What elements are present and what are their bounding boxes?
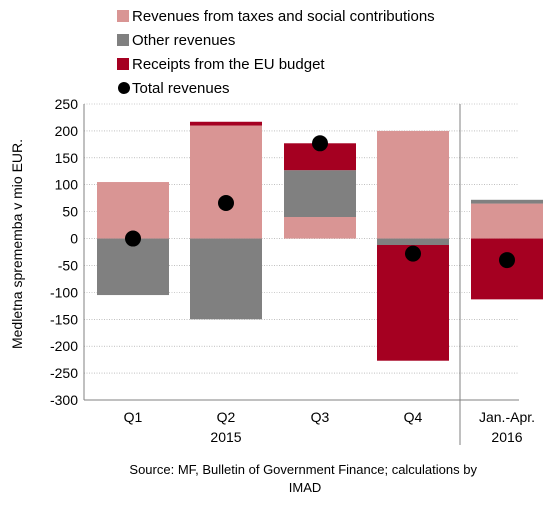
total-revenues-marker [125,230,141,247]
bar-revenues-from-taxes-and-social-contributions [190,125,262,239]
y-tick-label: 150 [55,150,79,166]
y-tick-label: -150 [50,311,78,327]
legend: Revenues from taxes and social contribut… [117,8,435,97]
legend-label: Revenues from taxes and social contribut… [132,8,435,25]
bar-receipts-from-the-eu-budget [377,245,449,361]
y-tick-label: 50 [62,204,78,220]
x-tick-label: Q1 [124,409,143,425]
y-axis-label: Medletna sprememba v mio EUR. [9,139,25,349]
legend-swatch-receipts-from-the-eu-budget [117,58,129,70]
y-tick-label: -200 [50,338,78,354]
legend-label: Receipts from the EU budget [132,56,325,73]
bar-revenues-from-taxes-and-social-contributions [471,203,543,239]
bar-other-revenues [284,170,356,218]
bar-revenues-from-taxes-and-social-contributions [377,130,449,239]
source-note-line-2: IMAD [289,480,322,495]
legend-swatch-total-revenues [118,82,130,94]
axes: -300 -250 -200 -150 -100 -50 0 50 100 150 200 250 Q1… [50,96,535,445]
x-tick-label: Q4 [404,409,423,425]
y-tick-label: -100 [50,284,78,300]
x-tick-label: Q3 [311,409,330,425]
x-tick-label: Jan.-Apr. [479,409,535,425]
y-tick-label: 0 [70,231,78,247]
legend-label: Other revenues [132,32,235,49]
bar-other-revenues [377,238,449,246]
bar-other-revenues [190,238,262,320]
legend-swatch-revenues-from-taxes-and-social-contributions [117,10,129,22]
x-group-label: 2016 [491,429,522,445]
x-group-label: 2015 [210,429,241,445]
y-tick-label: 100 [55,177,79,193]
bar-revenues-from-taxes-and-social-contributions [97,182,169,239]
bars [97,121,543,361]
total-revenues-marker [499,252,515,269]
total-revenues-marker [218,195,234,212]
source-note-line-1: Source: MF, Bulletin of Government Finan… [129,462,477,477]
y-tick-label: 200 [55,123,79,139]
x-tick-label: Q2 [217,409,236,425]
y-tick-label: -300 [50,392,78,408]
y-tick-label: -250 [50,365,78,381]
source-note: Source: MF, Bulletin of Government Finan… [129,462,480,495]
y-tick-label: -50 [58,257,78,273]
legend-swatch-other-revenues [117,34,129,46]
total-revenues-marker [312,135,328,152]
total-revenues-marker [405,245,421,262]
y-tick-label: 250 [55,96,79,112]
legend-label: Total revenues [132,80,230,97]
bar-receipts-from-the-eu-budget [190,121,262,126]
bar-revenues-from-taxes-and-social-contributions [284,217,356,239]
bar-other-revenues [471,199,543,204]
bar-receipts-from-the-eu-budget [471,238,543,300]
total-markers [125,135,515,269]
bar-other-revenues [97,238,169,296]
